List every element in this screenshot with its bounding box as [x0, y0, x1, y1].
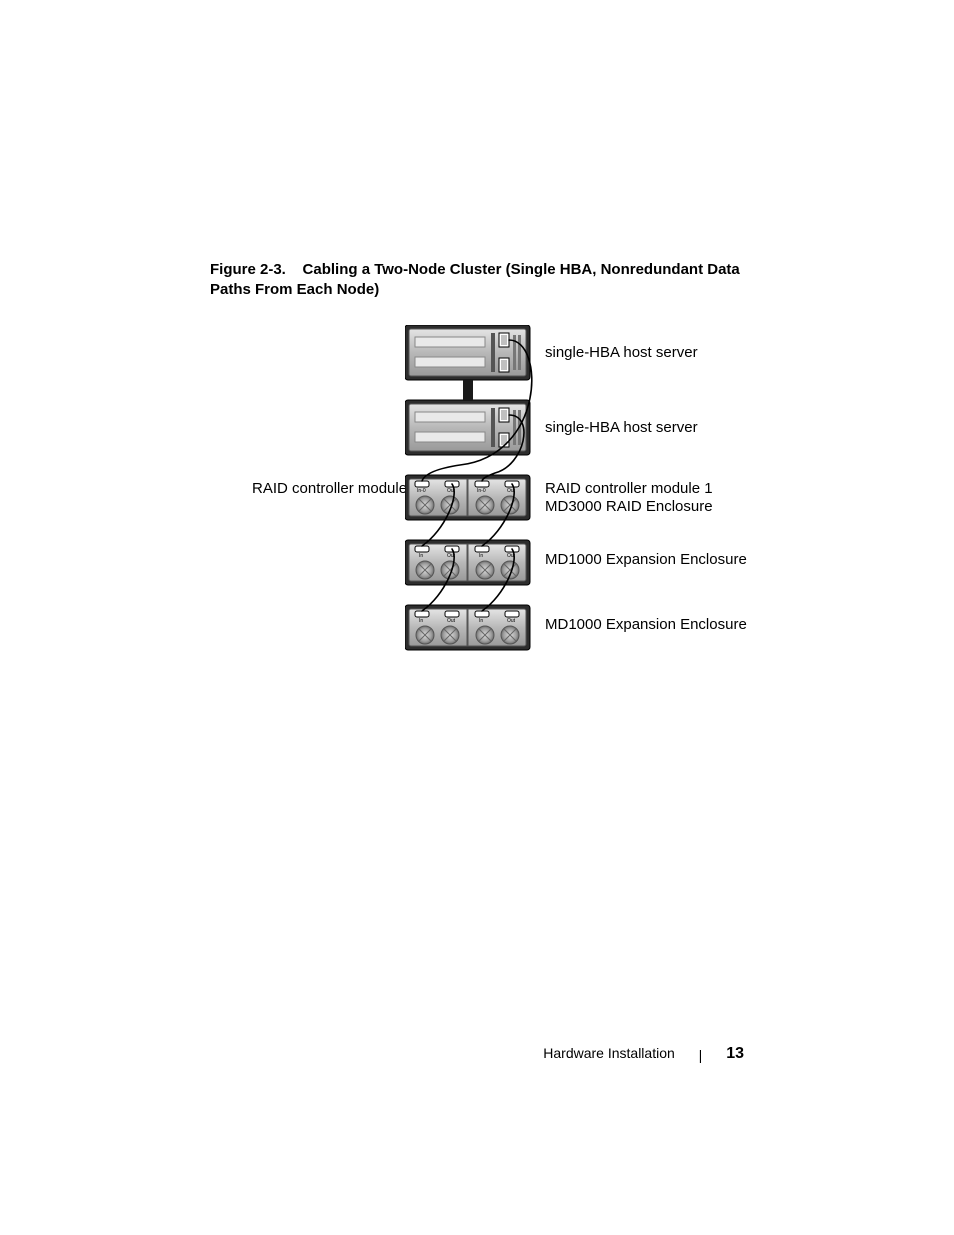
footer-section: Hardware Installation: [543, 1045, 675, 1061]
label-raid-module-1: RAID controller module 1: [545, 480, 713, 499]
label-raid-enclosure: MD3000 RAID Enclosure: [545, 498, 713, 517]
footer-separator: |: [699, 1047, 703, 1063]
node-expansion-1: [405, 540, 530, 585]
page-number: 13: [726, 1045, 744, 1062]
port-label: In: [479, 553, 483, 559]
label-expansion-1: MD1000 Expansion Enclosure: [545, 551, 747, 570]
port-label: In: [419, 618, 423, 624]
node-expansion-2: [405, 605, 530, 650]
page-footer: Hardware Installation | 13: [0, 1045, 954, 1063]
node-host-2: [405, 400, 530, 455]
port-label: In-0: [477, 488, 486, 494]
port-label: In: [479, 618, 483, 624]
node-raid-enclosure: [405, 475, 530, 520]
port-label: Out: [507, 618, 516, 624]
port-label: In: [419, 553, 423, 559]
label-raid-module-0: RAID controller module 0: [252, 480, 420, 499]
figure-title: Cabling a Two-Node Cluster (Single HBA, …: [210, 261, 740, 298]
port-label: In-0: [417, 488, 426, 494]
node-host-1: [405, 325, 530, 380]
port-label: Out: [447, 618, 456, 624]
figure-caption: Figure 2-3. Cabling a Two-Node Cluster (…: [210, 260, 740, 301]
page: Figure 2-3. Cabling a Two-Node Cluster (…: [0, 0, 954, 1235]
label-host-1: single-HBA host server: [545, 344, 698, 363]
figure-number: Figure 2-3.: [210, 261, 286, 278]
server-interlink: [463, 380, 473, 400]
label-host-2: single-HBA host server: [545, 419, 698, 438]
cabling-diagram: In-0 Out In-0 Out In Out In Out In Out I…: [405, 325, 555, 665]
label-expansion-2: MD1000 Expansion Enclosure: [545, 616, 747, 635]
